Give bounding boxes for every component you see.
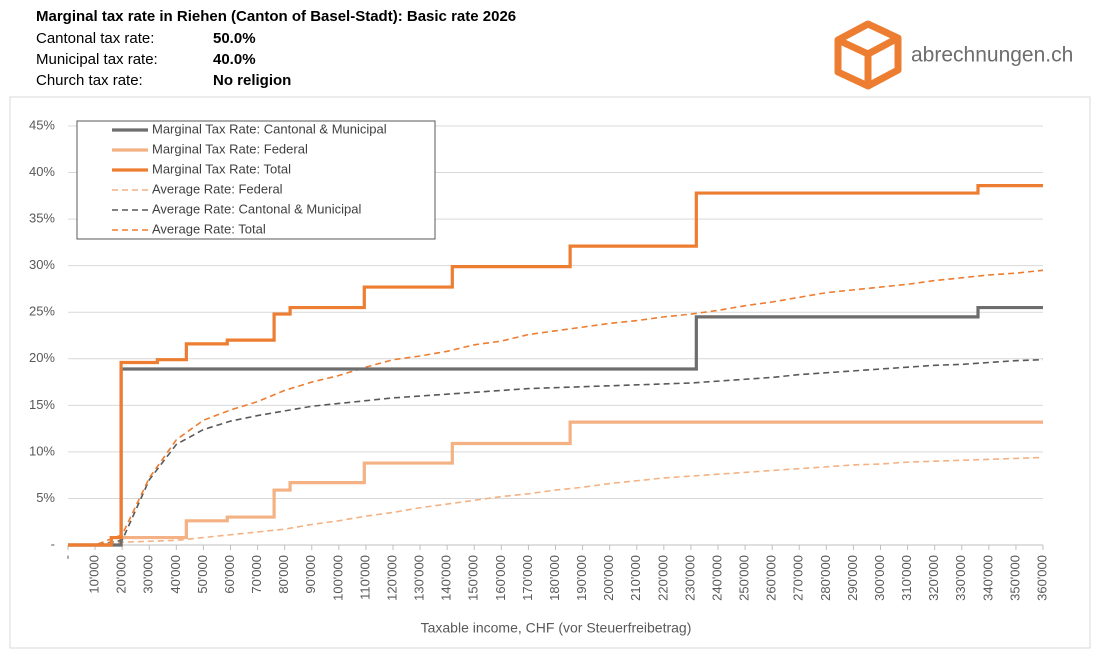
x-tick-label: 280'000 bbox=[818, 555, 833, 601]
logo-icon bbox=[834, 20, 902, 90]
x-tick-label: 90'000 bbox=[303, 555, 318, 594]
x-tick-label: 180'000 bbox=[547, 555, 562, 601]
x-tick-label: 60'000 bbox=[222, 555, 237, 594]
x-tick-label: 310'000 bbox=[899, 555, 914, 601]
x-tick-label: 70'000 bbox=[249, 555, 264, 594]
x-tick-label: 210'000 bbox=[628, 555, 643, 601]
info-value: No religion bbox=[213, 72, 291, 89]
brand: abrechnungen.ch bbox=[911, 44, 1073, 67]
x-tick-label: 110'000 bbox=[357, 555, 372, 600]
legend-label: Marginal Tax Rate: Total bbox=[152, 161, 291, 176]
x-tick-label: 270'000 bbox=[791, 555, 806, 601]
y-tick-label: 5% bbox=[36, 490, 55, 505]
legend-label: Average Rate: Cantonal & Municipal bbox=[152, 201, 361, 216]
y-tick-label: 40% bbox=[29, 164, 55, 179]
legend-label: Marginal Tax Rate: Cantonal & Municipal bbox=[152, 121, 387, 136]
y-tick-label: 25% bbox=[29, 304, 55, 319]
y-tick-label: 15% bbox=[29, 397, 55, 412]
x-tick-label: 240'000 bbox=[709, 555, 724, 601]
x-axis-title: Taxable income, CHF (vor Steuerfreibetra… bbox=[421, 620, 692, 636]
series-line bbox=[68, 358, 1044, 546]
x-tick-label: 220'000 bbox=[655, 555, 670, 601]
legend-label: Average Rate: Federal bbox=[152, 181, 283, 196]
legend-label: Average Rate: Total bbox=[152, 221, 266, 236]
y-tick-label: 35% bbox=[29, 211, 55, 226]
info-label: Municipal tax rate: bbox=[36, 51, 158, 68]
x-tick-label: 230'000 bbox=[682, 555, 697, 601]
x-tick-label: 100'000 bbox=[330, 555, 345, 601]
x-tick-label: 170'000 bbox=[520, 555, 535, 601]
info-value: 40.0% bbox=[213, 51, 256, 68]
x-tick-label: 350'000 bbox=[1007, 555, 1022, 601]
series-line bbox=[68, 456, 1044, 546]
x-tick-label: 150'000 bbox=[466, 555, 481, 601]
legend-label: Marginal Tax Rate: Federal bbox=[152, 141, 308, 156]
y-tick-label: 20% bbox=[29, 350, 55, 365]
x-tick-label: 360'000 bbox=[1034, 555, 1049, 601]
x-tick-label: 20'000 bbox=[114, 555, 129, 594]
y-tick-label: 45% bbox=[29, 117, 55, 132]
info-label: Church tax rate: bbox=[36, 72, 143, 89]
series-line bbox=[68, 269, 1044, 546]
info-value: 50.0% bbox=[213, 30, 256, 47]
x-tick-label: 290'000 bbox=[845, 555, 860, 601]
x-tick-label: 340'000 bbox=[980, 555, 995, 601]
x-tick-label: 50'000 bbox=[195, 555, 210, 594]
series-line bbox=[68, 420, 1043, 547]
info-label: Cantonal tax rate: bbox=[36, 30, 154, 47]
x-tick-label: 320'000 bbox=[926, 555, 941, 601]
x-tick-label: 30'000 bbox=[141, 555, 156, 594]
series-line bbox=[68, 183, 1043, 547]
y-tick-label: 30% bbox=[29, 257, 55, 272]
x-tick-label: 260'000 bbox=[764, 555, 779, 601]
x-tick-label: 140'000 bbox=[439, 555, 454, 601]
x-tick-label: 40'000 bbox=[168, 555, 183, 594]
x-tick-label: 160'000 bbox=[493, 555, 508, 601]
x-tick-label: 200'000 bbox=[601, 555, 616, 601]
x-tick-label: 250'000 bbox=[737, 555, 752, 601]
y-tick-label: - bbox=[51, 536, 55, 551]
x-tick-label: - bbox=[59, 555, 74, 559]
y-tick-label: 10% bbox=[29, 443, 55, 458]
x-tick-label: 10'000 bbox=[87, 555, 102, 594]
x-tick-label: 300'000 bbox=[872, 555, 887, 601]
x-tick-label: 330'000 bbox=[953, 555, 968, 601]
legend-box bbox=[76, 120, 436, 240]
x-tick-label: 120'000 bbox=[384, 555, 399, 601]
x-tick-label: 130'000 bbox=[412, 555, 427, 601]
chart-title: Marginal tax rate in Riehen (Canton of B… bbox=[36, 8, 516, 25]
x-tick-label: 80'000 bbox=[276, 555, 291, 594]
x-tick-label: 190'000 bbox=[574, 555, 589, 601]
